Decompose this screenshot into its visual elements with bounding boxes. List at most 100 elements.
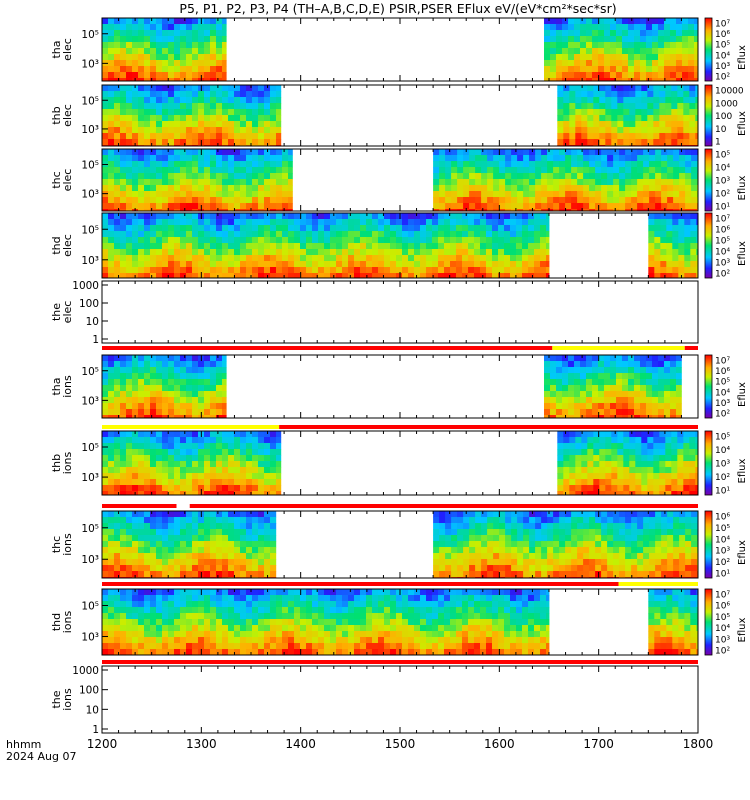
time-axis: 1200 1300 1400 1500 1600 1700 1800 xyxy=(87,737,714,751)
flag-bar-segment xyxy=(102,504,177,508)
colorbar-tick-label: 10⁵ xyxy=(715,524,730,534)
y-tick-label: 1 xyxy=(92,334,99,346)
panel-ylabel-line: tha xyxy=(50,40,63,58)
colorbar-title: Eflux xyxy=(737,382,748,407)
panel-ylabel-line: ions xyxy=(61,533,74,556)
colorbar-tick-label: 10³ xyxy=(715,177,730,187)
spectrogram-block xyxy=(102,355,227,419)
panel-ylabel: thbelec xyxy=(50,104,74,127)
colorbar-tick-label: 10⁶ xyxy=(715,602,730,612)
spectrogram-block xyxy=(102,431,282,496)
x-tick-label: 1800 xyxy=(683,737,714,751)
flag-bar-segment xyxy=(189,504,698,508)
y-tick-label: 10⁵ xyxy=(81,442,99,454)
y-tick-label: 10 xyxy=(86,316,99,328)
colorbar-tick-label: 10⁴ xyxy=(715,535,730,545)
spectrogram-block xyxy=(557,431,699,496)
x-tick-label: 1400 xyxy=(285,737,316,751)
colorbar-tick-label: 10⁵ xyxy=(715,433,730,443)
colorbar-tick-label: 10³ xyxy=(715,635,730,645)
flag-bar-segment xyxy=(618,582,698,586)
y-tick-label: 10⁵ xyxy=(81,29,99,41)
spectrogram-block xyxy=(102,511,277,579)
panel-ylabel-line: elec xyxy=(61,169,74,192)
spectrogram-block xyxy=(544,18,699,82)
y-tick-label: 1000 xyxy=(72,665,99,677)
spectrogram-block xyxy=(102,589,550,656)
colorbar-scale xyxy=(704,354,713,419)
y-tick-label: 10⁵ xyxy=(81,95,99,107)
colorbar-tick-label: 10³ xyxy=(715,399,730,409)
panel-ylabel-line: thc xyxy=(50,536,63,553)
colorbar-tick-label: 10³ xyxy=(715,547,730,557)
panel-ylabel-line: elec xyxy=(61,38,74,61)
panel-thb-ions: 10⁵ 10³ thbions 10⁵ 10⁴ 10³ 10² 10¹ Eflux xyxy=(50,430,748,497)
colorbar-title: Eflux xyxy=(737,111,748,136)
colorbar-scale xyxy=(704,588,713,656)
colorbar-title: Eflux xyxy=(737,617,748,642)
y-tick-label: 100 xyxy=(79,685,99,697)
flag-bar-segment xyxy=(102,660,698,664)
colorbar: 10000 1000 100 10 1 Eflux xyxy=(704,84,748,148)
panel-ylabel: thdelec xyxy=(50,234,74,257)
spectrogram-block xyxy=(433,149,699,212)
colorbar-title: Eflux xyxy=(737,241,748,266)
y-tick-label: 10³ xyxy=(81,58,99,70)
y-tick-label: 10⁵ xyxy=(81,366,99,378)
colorbar-tick-label: 10³ xyxy=(715,62,730,72)
spectrogram-block xyxy=(648,213,699,279)
panel-the-elec: 1000 100 10 1 theelec xyxy=(50,280,699,346)
colorbar-tick-label: 10⁴ xyxy=(715,164,730,174)
time-axis-label: hhmm xyxy=(6,738,41,751)
colorbar-tick-label: 10² xyxy=(715,190,730,200)
colorbar-tick-label: 10⁷ xyxy=(715,215,730,225)
panel-ylabel: thbions xyxy=(50,451,74,474)
colorbar-scale xyxy=(704,510,713,579)
y-tick-label: 10³ xyxy=(81,632,99,644)
colorbar-tick-label: 10² xyxy=(715,410,730,420)
colorbar-tick-label: 10⁷ xyxy=(715,20,730,30)
colorbar-tick-label: 10³ xyxy=(715,460,730,470)
colorbar-tick-label: 10⁷ xyxy=(715,357,730,367)
panel-ylabel-line: the xyxy=(50,303,63,321)
flag-bar-segment xyxy=(102,582,619,586)
panel-ylabel-line: thd xyxy=(50,613,63,631)
spectrogram-block xyxy=(102,85,282,147)
spectrogram-block xyxy=(102,149,293,212)
date-label: 2024 Aug 07 xyxy=(6,750,76,763)
colorbar-scale xyxy=(704,430,713,496)
y-tick-label: 10³ xyxy=(81,472,99,484)
colorbar-tick-label: 10 xyxy=(715,125,727,135)
colorbar-tick-label: 10² xyxy=(715,73,730,83)
colorbar: 10⁵ 10⁴ 10³ 10² 10¹ Eflux xyxy=(704,430,748,497)
x-tick-label: 1300 xyxy=(186,737,217,751)
panel-ylabel-line: ions xyxy=(61,451,74,474)
colorbar-scale xyxy=(704,148,713,212)
colorbar: 10⁵ 10⁴ 10³ 10² 10¹ Eflux xyxy=(704,148,748,213)
colorbar-tick-label: 10³ xyxy=(715,259,730,269)
colorbar-tick-label: 10² xyxy=(715,647,730,657)
colorbar-title: Eflux xyxy=(737,175,748,200)
x-tick-label: 1500 xyxy=(385,737,416,751)
panel-ylabel: theions xyxy=(50,688,74,711)
panel-the-ions: 1000 100 10 1 theions xyxy=(50,665,699,736)
panel-thb-elec: 10⁵ 10³ thbelec 10000 1000 100 10 1 Eflux xyxy=(50,84,748,148)
colorbar-tick-label: 10⁵ xyxy=(715,151,730,161)
y-tick-label: 100 xyxy=(79,298,99,310)
colorbar-tick-label: 10⁶ xyxy=(715,30,730,40)
spectrogram-block xyxy=(544,355,682,419)
colorbar-title: Eflux xyxy=(737,540,748,565)
y-tick-label: 10³ xyxy=(81,554,99,566)
colorbar-tick-label: 10⁵ xyxy=(715,237,730,247)
colorbar-tick-label: 10⁵ xyxy=(715,378,730,388)
colorbar-tick-label: 10¹ xyxy=(715,570,730,580)
colorbar-tick-label: 10⁶ xyxy=(715,367,730,377)
colorbar-tick-label: 10² xyxy=(715,473,730,483)
x-tick-label: 1600 xyxy=(484,737,515,751)
colorbar-tick-label: 10⁵ xyxy=(715,41,730,51)
